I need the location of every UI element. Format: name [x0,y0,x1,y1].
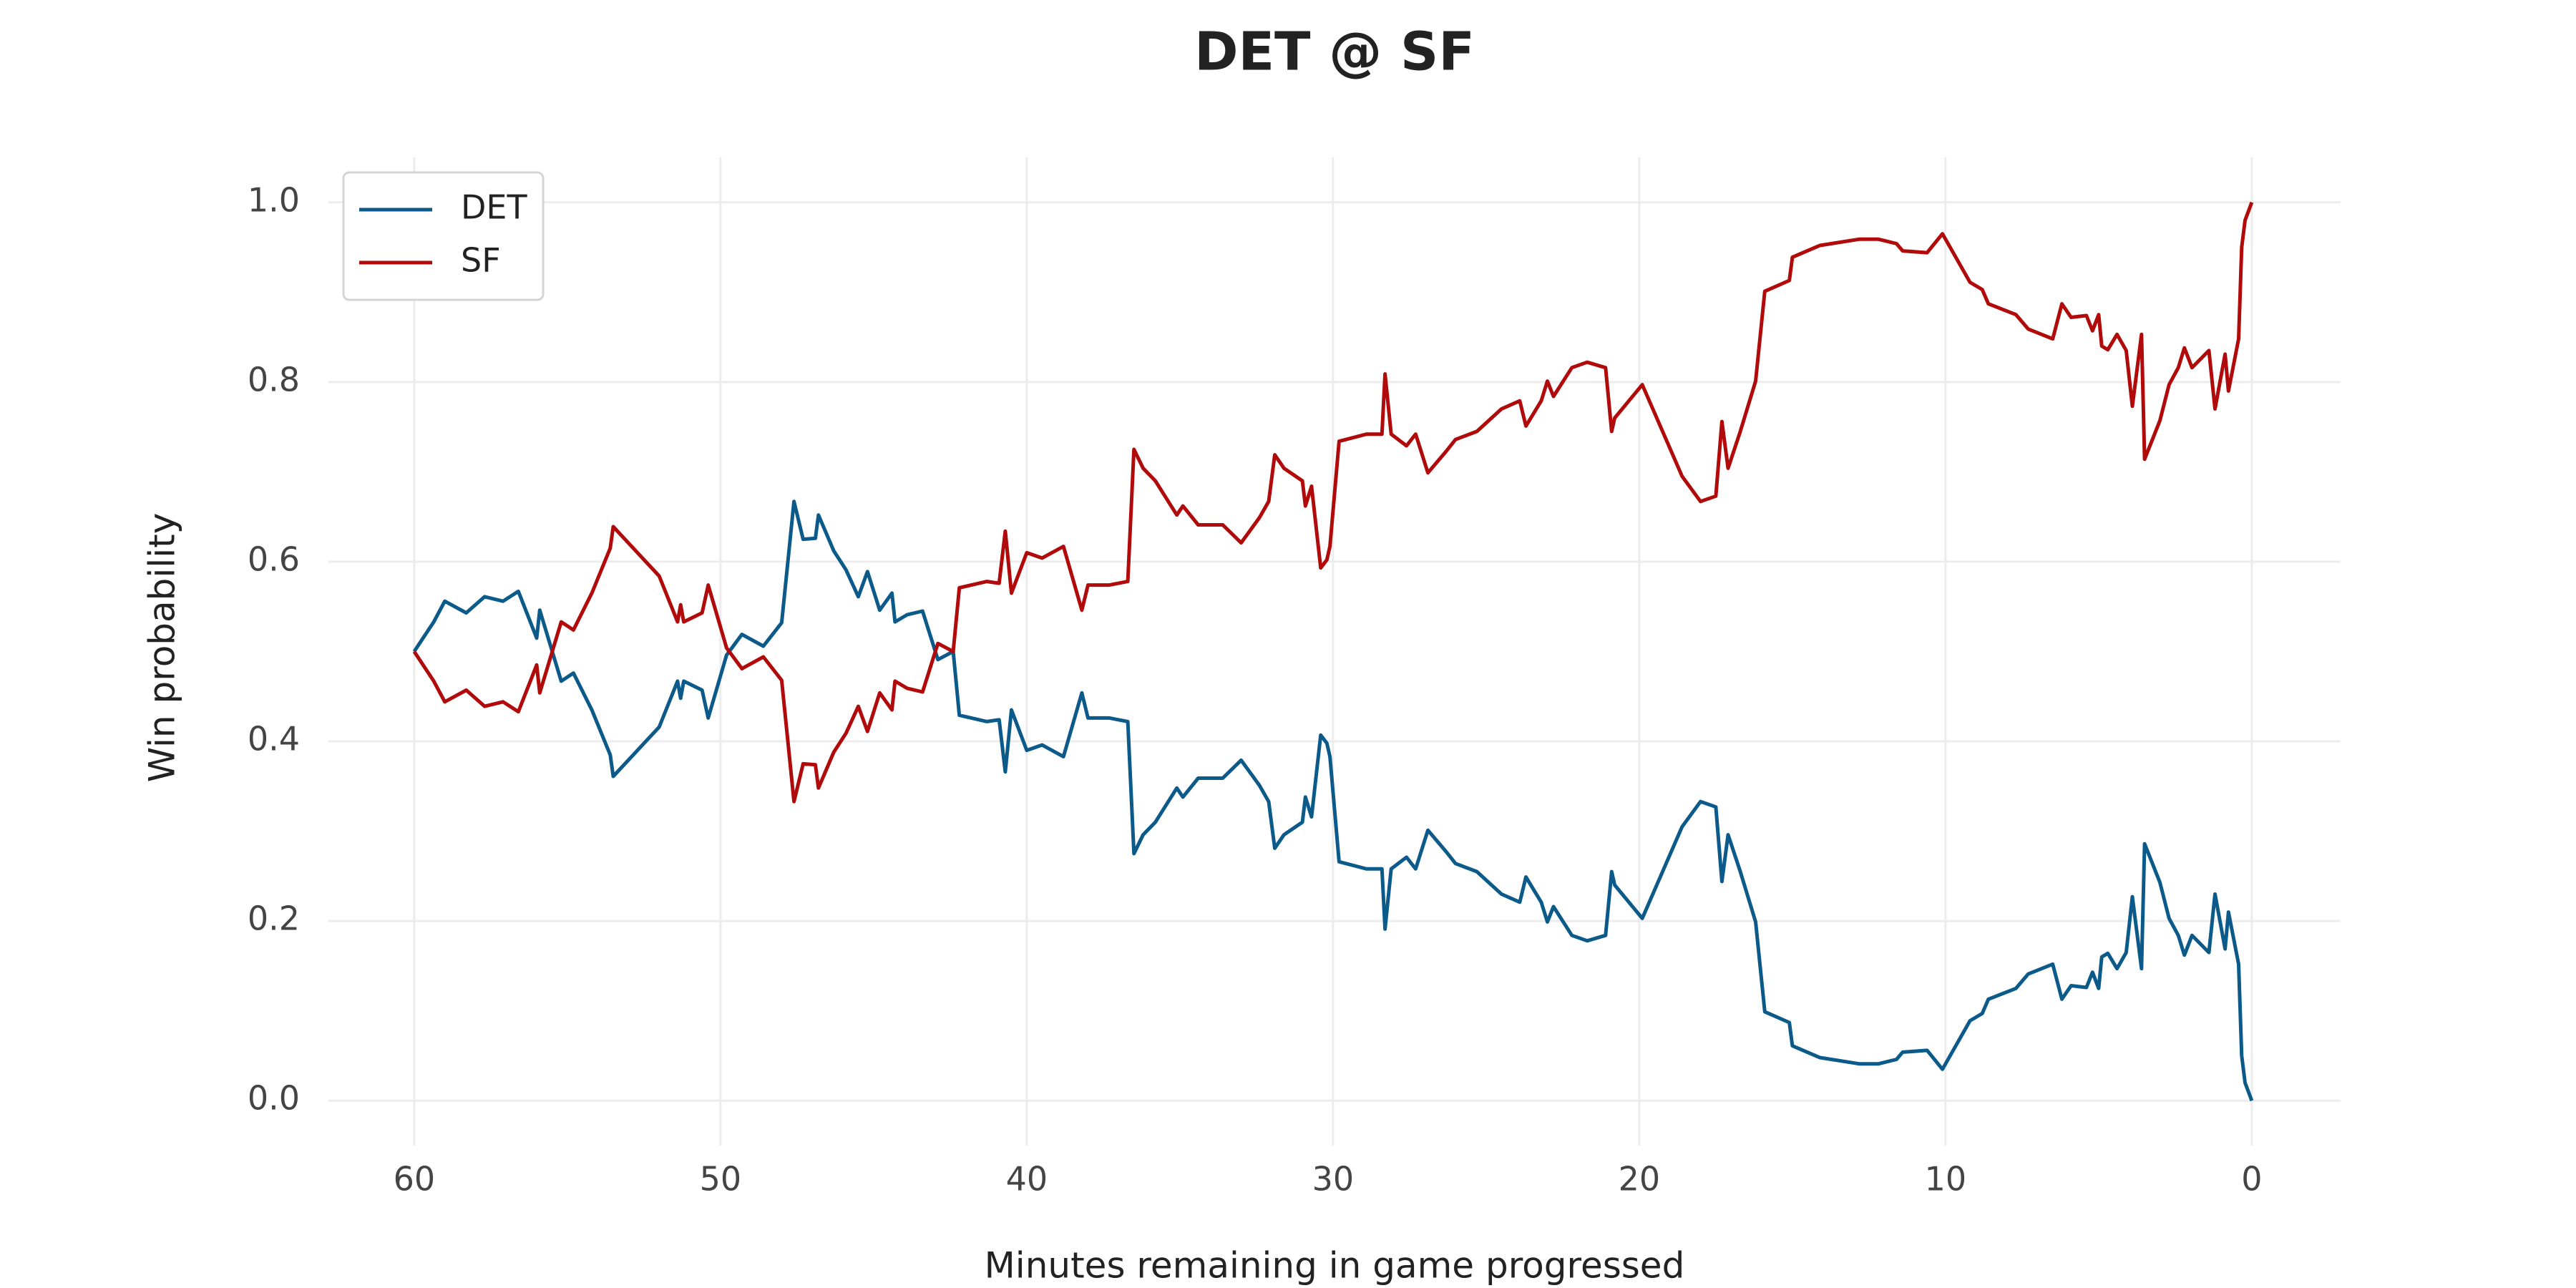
x-axis-label: Minutes remaining in game progressed [985,1245,1685,1287]
x-tick-label: 40 [1006,1160,1048,1199]
y-tick-label: 0.2 [248,899,300,938]
y-tick-label: 0.4 [248,720,300,758]
series-line [412,499,2254,1102]
y-tick-label: 0.6 [248,540,300,578]
legend-label: DET [461,188,527,227]
x-tick-label: 30 [1312,1160,1355,1199]
y-axis-label: Win probability [142,513,183,783]
x-tick-label: 50 [700,1160,742,1199]
legend: DET SF [342,171,545,301]
chart-title: DET @ SF [1194,21,1475,83]
y-tick-label: 1.0 [248,180,300,219]
grid [328,157,2341,1146]
x-tick-label: 10 [1925,1160,1967,1199]
x-tick-label: 60 [394,1160,436,1199]
x-tick-label: 0 [2241,1160,2262,1199]
legend-box [342,171,545,301]
y-tick-label: 0.0 [248,1079,300,1118]
x-tick-label: 20 [1619,1160,1661,1199]
legend-label: SF [461,241,501,280]
y-tick-label: 0.8 [248,360,300,399]
series-line [412,201,2254,804]
